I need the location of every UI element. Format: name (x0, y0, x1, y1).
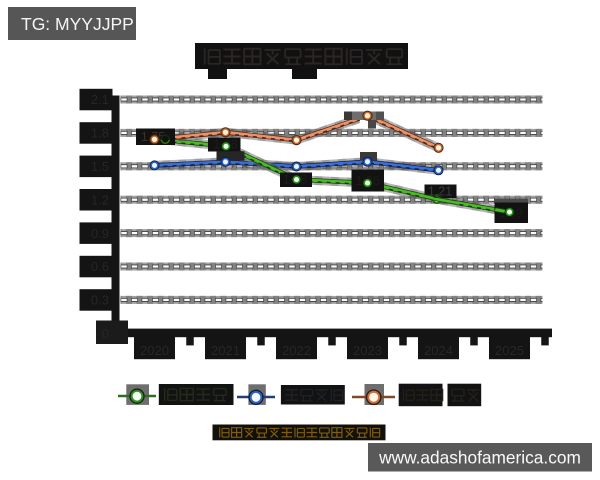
svg-text:2021: 2021 (211, 343, 240, 358)
svg-text:1.2: 1.2 (91, 192, 109, 207)
svg-text:2024: 2024 (424, 343, 453, 358)
svg-text:2022: 2022 (282, 343, 311, 358)
svg-text:1.5: 1.5 (91, 159, 109, 174)
svg-text:0.6: 0.6 (91, 259, 109, 274)
svg-text:www.adashofamerica.com: www.adashofamerica.com (378, 448, 581, 468)
svg-text:1.8: 1.8 (91, 126, 109, 141)
svg-text:0.9: 0.9 (91, 226, 109, 241)
svg-text:2.1: 2.1 (91, 92, 109, 107)
svg-text:TG: MYYJJPP: TG: MYYJJPP (21, 14, 134, 34)
svg-text:0.3: 0.3 (91, 293, 109, 308)
svg-text:2020: 2020 (140, 343, 169, 358)
svg-text:2025: 2025 (495, 343, 524, 358)
svg-text:0: 0 (102, 326, 109, 341)
svg-text:2023: 2023 (353, 343, 382, 358)
